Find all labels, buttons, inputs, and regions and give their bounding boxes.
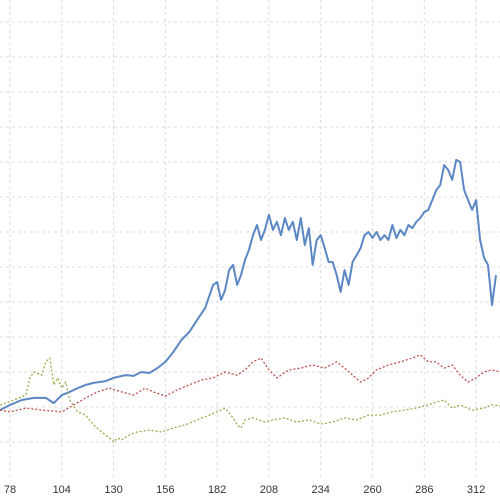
x-tick-label: 182 xyxy=(208,484,226,496)
series-line xyxy=(0,354,500,413)
x-tick-label: 104 xyxy=(53,484,71,496)
x-tick-label: 156 xyxy=(156,484,174,496)
x-tick-label: 260 xyxy=(363,484,381,496)
series-line xyxy=(0,357,500,443)
x-tick-label: 312 xyxy=(467,484,485,496)
x-tick-label: 130 xyxy=(104,484,122,496)
series-line xyxy=(0,158,497,411)
x-tick-label: 208 xyxy=(260,484,278,496)
x-tick-label: 78 xyxy=(4,484,16,496)
x-tick-label: 234 xyxy=(312,484,330,496)
x-tick-label: 286 xyxy=(415,484,433,496)
